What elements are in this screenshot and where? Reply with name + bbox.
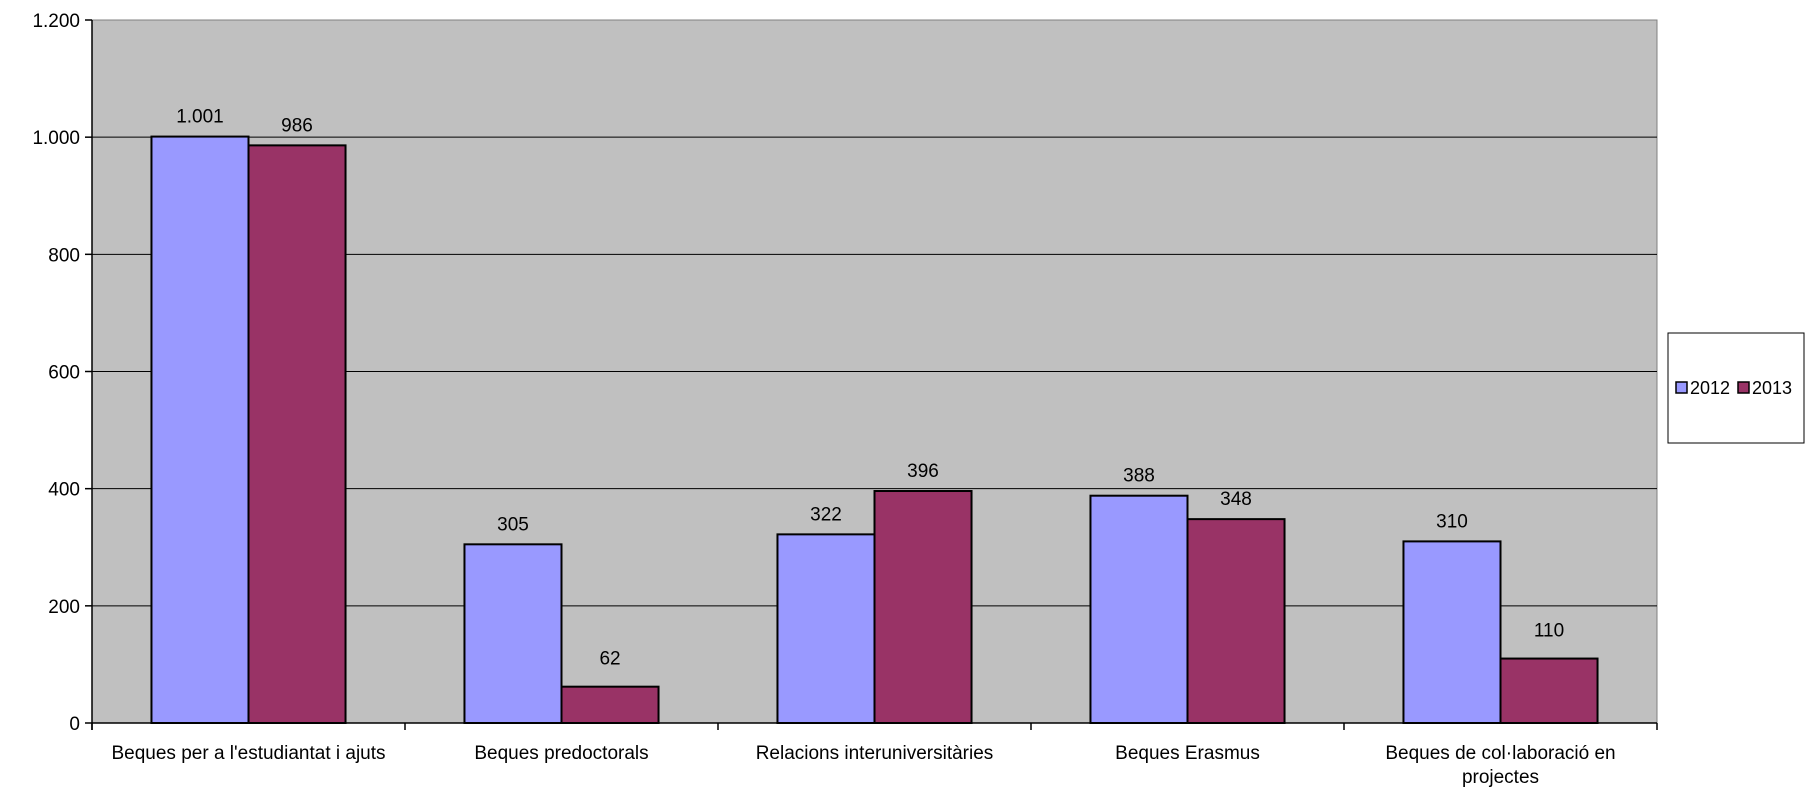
legend: 2012 2013 [1667,332,1805,444]
bar-2012 [1402,540,1502,724]
bar-2012 [776,533,876,725]
data-label: 322 [810,504,842,525]
y-tick-label: 200 [48,597,80,618]
data-labels: 1.001 305 322 388 310 986 62 396 348 110 [176,107,1564,670]
axes [91,20,1657,730]
bar-2013 [1186,518,1286,724]
legend-swatch [1737,381,1750,394]
legend-label: 2012 [1690,378,1730,398]
x-category-label: Beques per a l'estudiantat i ajuts [111,743,385,764]
x-category-label: Relacions interuniversitàries [756,743,994,764]
y-tick-label: 1.200 [32,11,80,32]
bar-2012 [1089,494,1189,724]
x-category-label: projectes [1462,767,1539,788]
data-label: 110 [1534,621,1564,642]
x-category-label: Beques predoctorals [474,743,648,764]
bars [150,135,1599,725]
bar-2012 [150,135,250,725]
data-label: 310 [1436,511,1468,532]
gridlines [92,136,1657,607]
y-tick-label: 0 [69,714,80,735]
data-label: 388 [1123,466,1155,487]
data-label: 305 [497,514,529,535]
data-label: 62 [599,649,620,670]
bar-2012 [463,543,563,725]
y-tick-label: 800 [48,245,80,266]
bar-2013 [1499,657,1599,725]
y-axis-ticks: 0 200 400 600 800 1.000 1.200 [32,11,92,735]
y-tick-label: 600 [48,363,80,384]
legend-box [1667,332,1805,444]
y-tick-label: 400 [48,480,80,501]
legend-swatch [1675,381,1688,394]
data-label: 396 [907,461,939,482]
data-label: 348 [1220,489,1252,510]
legend-label: 2013 [1752,378,1792,398]
data-label: 986 [281,115,313,136]
x-category-label: Beques Erasmus [1115,743,1260,764]
x-axis-ticks: Beques per a l'estudiantat i ajuts Beques… [91,723,1658,788]
bar-2013 [873,490,973,725]
data-label: 1.001 [176,107,224,128]
x-category-label: Beques de col·laboració en [1385,743,1615,764]
y-tick-label: 1.000 [32,128,80,149]
bar-2013 [560,685,660,725]
bar-2013 [247,144,347,724]
